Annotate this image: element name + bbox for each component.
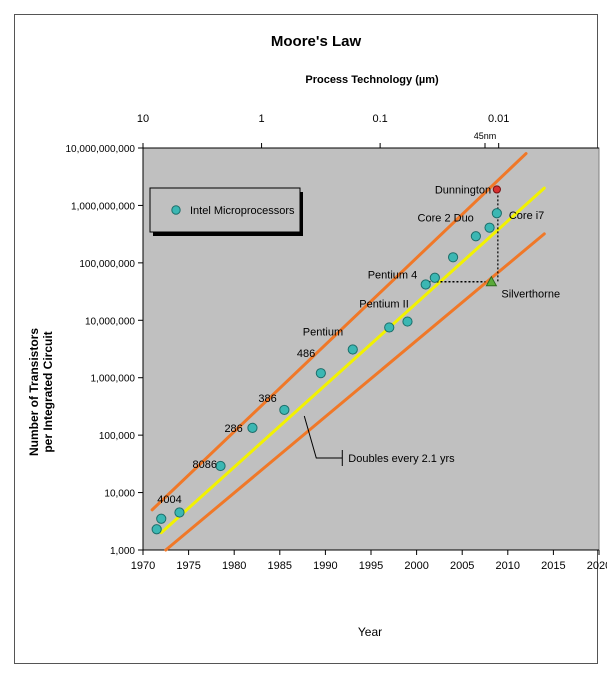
intel-processor-point: [420, 279, 431, 290]
top-tick-label: 10: [137, 113, 149, 125]
x-tick-label: 1970: [131, 560, 155, 572]
x-tick-label: 2015: [541, 560, 565, 572]
point-label: Pentium: [303, 326, 343, 338]
y-axis-label-line1: Number of Transistors: [27, 328, 41, 456]
top-axis-label: Process Technology (µm): [305, 74, 439, 86]
legend-label: Intel Microprocessors: [190, 205, 295, 217]
data-points: [151, 185, 502, 535]
x-tick-label: 2000: [404, 560, 428, 572]
intel-processor-point: [491, 208, 502, 219]
top-tick-label: 0.01: [488, 113, 509, 125]
y-tick-label: 100,000,000: [79, 259, 135, 270]
top-marker-label: 45nm: [474, 131, 497, 141]
point-label: 286: [224, 423, 242, 435]
legend-marker: [171, 205, 181, 215]
y-tick-label: 100,000: [99, 431, 136, 442]
intel-processor-point: [279, 404, 290, 416]
x-tick-label: 1980: [222, 560, 246, 572]
intel-processor-point: [347, 344, 358, 355]
intel-processor-point: [315, 368, 326, 379]
annotation-label: Doubles every 2.1 yrs: [348, 453, 455, 465]
trend-line-lower: [164, 232, 546, 552]
trend-line-upper: [150, 152, 528, 512]
x-tick-label: 2010: [496, 560, 520, 572]
intel-processor-point: [156, 513, 167, 524]
intel-processor-point: [151, 524, 162, 535]
intel-processor-point: [470, 231, 481, 242]
x-tick-label: 1985: [268, 560, 292, 572]
x-axis: 1970 1975 1980 1985 1990 1995 2000 2005 2010 2015…: [131, 549, 607, 572]
trend-line-fit: [159, 186, 546, 535]
top-tick-label: 1: [258, 113, 264, 125]
point-label: 486: [297, 348, 315, 360]
point-label: Pentium 4: [368, 269, 418, 281]
annotation-callout: Doubles every 2.1 yrs: [303, 415, 455, 466]
point-label: 8086: [193, 459, 217, 471]
intel-processor-point: [402, 316, 413, 327]
point-label: Dunnington: [435, 184, 491, 196]
point-label: Core i7: [509, 210, 544, 222]
x-tick-label: 1995: [359, 560, 383, 572]
y-axis-label-line2: per Integrated Circuit: [41, 331, 55, 452]
point-label: Pentium II: [359, 298, 409, 310]
y-tick-label: 10,000: [104, 489, 135, 500]
y-tick-label: 10,000,000: [85, 316, 135, 327]
point-label: 386: [258, 393, 276, 405]
intel-processor-point: [484, 222, 495, 233]
intel-processor-point: [247, 422, 258, 433]
x-tick-label: 2020: [587, 560, 607, 572]
silverthorne-point: [485, 275, 498, 287]
x-axis-label: Year: [358, 625, 382, 639]
top-tick-label: 0.1: [372, 113, 387, 125]
legend: Intel Microprocessors: [149, 187, 303, 236]
y-tick-label: 10,000,000,000: [65, 144, 135, 155]
y-axis: 1,000 10,000 100,000 1,000,000 10,000,000 100…: [65, 144, 144, 557]
x-tick-label: 2005: [450, 560, 474, 572]
chart-title: Moore's Law: [271, 33, 362, 50]
point-label: Core 2 Duo: [418, 213, 474, 225]
intel-processor-point: [429, 272, 440, 283]
top-axis: 10 1 0.1 0.01 45nm: [137, 113, 599, 149]
dunnington-point: [492, 185, 501, 194]
y-tick-label: 1,000: [110, 546, 135, 557]
y-tick-label: 1,000,000,000: [71, 201, 135, 212]
intel-processor-point: [384, 322, 395, 333]
intel-processor-point: [174, 507, 185, 518]
point-labels: 4004 8086 286 386 486 Pentium Pentium II Pentiu…: [157, 184, 560, 505]
x-tick-label: 1990: [313, 560, 337, 572]
intel-processor-point: [447, 252, 459, 263]
intel-processor-point: [215, 460, 226, 472]
point-label: 4004: [157, 494, 181, 506]
x-tick-label: 1975: [176, 560, 200, 572]
legend-box: [149, 187, 301, 233]
trend-lines: [150, 152, 546, 552]
point-label: Silverthorne: [501, 289, 560, 301]
annotation-leader: [303, 415, 343, 459]
y-tick-label: 1,000,000: [91, 374, 136, 385]
